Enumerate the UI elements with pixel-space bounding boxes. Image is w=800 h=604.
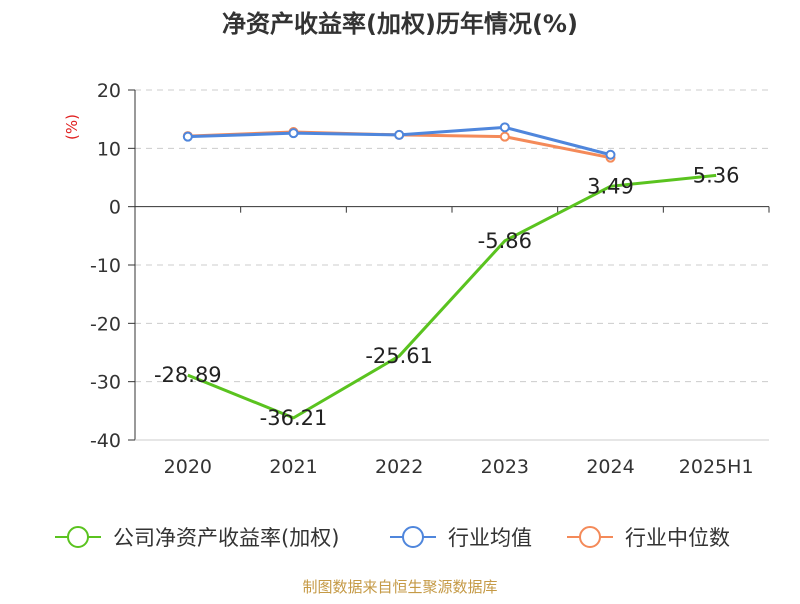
y-tick-label: -10 xyxy=(90,255,121,277)
series-0 xyxy=(187,173,717,420)
data-point xyxy=(394,129,405,140)
chart-title: 净资产收益率(加权)历年情况(%) xyxy=(222,10,578,38)
data-point xyxy=(499,122,510,133)
legend-label: 公司净资产收益率(加权) xyxy=(113,526,339,550)
x-tick-label: 2023 xyxy=(481,456,529,478)
series-layer xyxy=(182,122,717,420)
legend-marker xyxy=(579,526,601,548)
legend-marker xyxy=(402,526,424,548)
grid-lines xyxy=(135,89,769,441)
y-tick-label: -30 xyxy=(90,372,121,394)
y-tick-label: -20 xyxy=(90,313,121,335)
x-tick-label: 2021 xyxy=(269,456,317,478)
legend-marker xyxy=(67,526,89,548)
legend-item-0: 公司净资产收益率(加权) xyxy=(55,526,339,550)
data-point xyxy=(182,131,193,142)
legend-item-2: 行业中位数 xyxy=(567,526,730,550)
data-label: -5.86 xyxy=(478,229,532,253)
x-tick-label: 2022 xyxy=(375,456,423,478)
y-tick-label: 0 xyxy=(109,197,121,219)
legend: 公司净资产收益率(加权) 行业均值 行业中位数 xyxy=(55,526,730,550)
legend-label: 行业均值 xyxy=(448,526,532,550)
data-label: 3.49 xyxy=(587,174,634,198)
x-tick-label: 2024 xyxy=(586,456,634,478)
data-label: -28.89 xyxy=(154,363,222,387)
legend-label: 行业中位数 xyxy=(625,526,730,550)
data-point xyxy=(499,131,510,142)
data-point xyxy=(605,149,616,160)
x-tick-label: 2020 xyxy=(164,456,212,478)
data-label: 5.36 xyxy=(693,163,740,187)
axes: 20 10 0 -10 -20 -30 -40 2020 2021 2022 2023 2024 202… xyxy=(90,80,770,478)
y-tick-label: -40 xyxy=(90,430,121,452)
data-label: -25.61 xyxy=(365,344,433,368)
y-axis-label: (%) xyxy=(63,114,81,140)
data-label: -36.21 xyxy=(260,406,328,430)
y-tick-label: 10 xyxy=(97,138,121,160)
data-labels: -28.89 -36.21 -25.61 -5.86 3.49 5.36 xyxy=(154,163,740,429)
data-point xyxy=(288,128,299,139)
series-line xyxy=(187,173,717,420)
y-tick-label: 20 xyxy=(97,80,121,102)
series-1 xyxy=(182,122,616,160)
source-note: 制图数据来自恒生聚源数据库 xyxy=(302,578,497,596)
x-tick-label: 2025H1 xyxy=(679,456,754,478)
legend-item-1: 行业均值 xyxy=(390,526,532,550)
